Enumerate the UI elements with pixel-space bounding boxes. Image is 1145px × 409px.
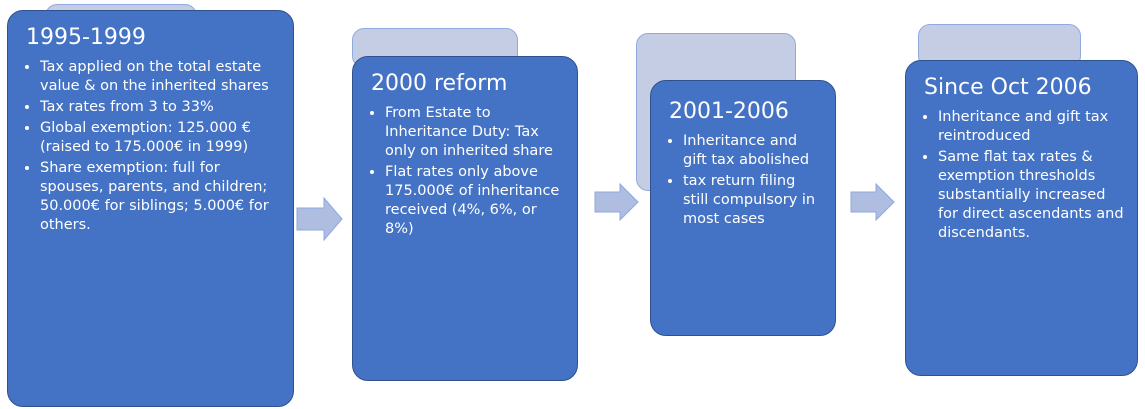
card: 1995-1999 Tax applied on the total estat… xyxy=(7,10,294,407)
bullet: tax return filing still compulsory in mo… xyxy=(683,172,823,229)
bullet: Global exemption: 125.000 € (raised to 1… xyxy=(40,119,281,157)
card-title: 2001-2006 xyxy=(669,99,789,124)
card-title: Since Oct 2006 xyxy=(924,75,1092,100)
bullet: Share exemption: full for spouses, paren… xyxy=(40,159,281,235)
bullet-list: Tax applied on the total estate value & … xyxy=(26,58,281,235)
bullet: Inheritance and gift tax abolished xyxy=(683,132,823,170)
card-title: 1995-1999 xyxy=(26,25,146,50)
arrow xyxy=(850,182,895,222)
arrow xyxy=(594,182,639,222)
card-title: 2000 reform xyxy=(371,71,508,96)
bullet-list: From Estate to Inheritance Duty: Tax onl… xyxy=(371,104,565,239)
bullet: Tax applied on the total estate value & … xyxy=(40,58,281,96)
bullet: From Estate to Inheritance Duty: Tax onl… xyxy=(385,104,565,161)
card: 2001-2006 Inheritance and gift tax aboli… xyxy=(650,80,836,336)
card: Since Oct 2006 Inheritance and gift tax … xyxy=(905,60,1138,376)
bullet: Tax rates from 3 to 33% xyxy=(40,98,281,117)
bullet: Same flat tax rates & exemption threshol… xyxy=(938,148,1125,243)
bullet-list: Inheritance and gift tax abolished tax r… xyxy=(669,132,823,229)
bullet: Inheritance and gift tax reintroduced xyxy=(938,108,1125,146)
arrow xyxy=(296,196,343,242)
card: 2000 reform From Estate to Inheritance D… xyxy=(352,56,578,381)
bullet-list: Inheritance and gift tax reintroduced Sa… xyxy=(924,108,1125,243)
bullet: Flat rates only above 175.000€ of inheri… xyxy=(385,163,565,239)
